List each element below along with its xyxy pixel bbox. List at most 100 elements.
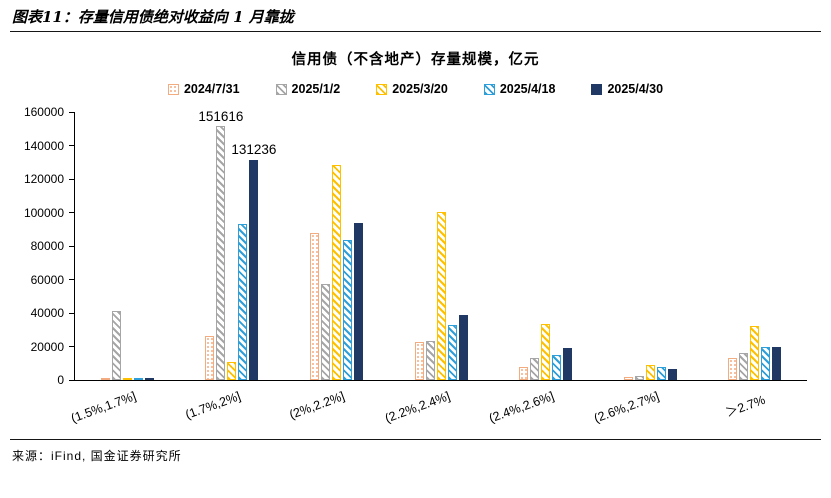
legend-swatch-icon bbox=[275, 83, 287, 95]
bar-series-2024-7-31 bbox=[414, 342, 424, 380]
y-tick-label: 120000 bbox=[23, 172, 64, 186]
y-tick-mark bbox=[69, 145, 75, 146]
y-tick-label: 40000 bbox=[30, 306, 64, 320]
legend-item: 2025/4/30 bbox=[591, 82, 663, 96]
chart-legend: 2024/7/31 2025/1/2 2025/3/20 2025/4/18 2025/… bbox=[10, 82, 821, 96]
header-divider bbox=[10, 31, 821, 32]
y-axis-labels: 0 20000 40000 60000 80000 100000 120000 140000 1… bbox=[10, 105, 74, 387]
legend-swatch-icon bbox=[483, 83, 495, 95]
y-tick-mark bbox=[69, 178, 75, 180]
y-tick-label: 20000 bbox=[30, 339, 64, 354]
figure-header: 图表11：存量信用债绝对收益向 1 月靠拢 bbox=[10, 6, 821, 28]
bar-series-2024-7-31 bbox=[309, 233, 319, 380]
bar-series-2024-7-31 bbox=[623, 376, 633, 380]
y-tick-label: 60000 bbox=[30, 272, 64, 287]
bar-series-2024-7-31 bbox=[205, 335, 215, 380]
bar-series-2025-4-18 bbox=[761, 347, 771, 380]
bar-series-2025-1-2 bbox=[320, 283, 330, 380]
x-label-slot: ＞2.7% bbox=[702, 381, 807, 437]
y-tick-label: 160000 bbox=[23, 105, 64, 119]
x-tick-label: (1.5%,1.7%] bbox=[68, 389, 138, 426]
x-tick-label: ＞2.7% bbox=[723, 392, 768, 420]
bar-series-2025-4-18 bbox=[447, 324, 457, 380]
bar-series-2025-4-30 bbox=[353, 222, 363, 380]
bar-group bbox=[598, 112, 703, 380]
bar-series-2025-4-30: 131236 bbox=[231, 142, 276, 380]
plot-area: 151616 131236 bbox=[69, 109, 807, 381]
y-tick-mark bbox=[69, 111, 75, 113]
legend-item: 2025/3/20 bbox=[376, 82, 448, 96]
y-tick-mark bbox=[69, 212, 75, 213]
x-tick-label: (2.4%,2.6%] bbox=[487, 389, 557, 426]
x-tick-label: (2.6%,2.7%] bbox=[592, 389, 662, 426]
x-label-slot: (1.5%,1.7%] bbox=[69, 381, 179, 437]
bar-groups: 151616 131236 bbox=[75, 109, 807, 380]
x-tick-label: (1.7%,2%] bbox=[183, 389, 243, 422]
bar-series-2025-1-2 bbox=[634, 375, 644, 380]
y-tick-mark bbox=[69, 245, 75, 247]
bar-series-2025-4-18 bbox=[342, 240, 352, 380]
plot-row: 0 20000 40000 60000 80000 100000 120000 140000 1… bbox=[10, 105, 821, 387]
x-label-slot: (2%,2.2%] bbox=[283, 381, 388, 437]
bar-value-label: 151616 bbox=[198, 109, 244, 125]
legend-item: 2025/1/2 bbox=[275, 82, 341, 96]
bar-series-2025-3-20 bbox=[750, 325, 760, 380]
bar-value-label: 131236 bbox=[231, 142, 277, 158]
y-tick-label: 100000 bbox=[23, 205, 64, 220]
figure-title: 图表11：存量信用债绝对收益向 1 月靠拢 bbox=[12, 8, 294, 26]
bar-series-2025-1-2 bbox=[530, 358, 540, 380]
bar-series-2025-4-30 bbox=[144, 377, 154, 380]
bar-series-2024-7-31 bbox=[728, 358, 738, 380]
footer-divider bbox=[10, 439, 821, 440]
bar-group bbox=[389, 112, 494, 380]
bar-series-2025-1-2 bbox=[739, 353, 749, 380]
bar-series-2025-4-18 bbox=[133, 378, 143, 380]
legend-label: 2025/1/2 bbox=[291, 82, 341, 96]
legend-label: 2025/4/30 bbox=[607, 82, 664, 96]
y-tick-mark bbox=[69, 312, 75, 314]
bar-series-2025-4-18 bbox=[656, 367, 666, 380]
legend-label: 2024/7/31 bbox=[183, 82, 240, 96]
x-label-slot: (2.2%,2.4%] bbox=[383, 381, 493, 437]
x-tick-label: (2%,2.2%] bbox=[287, 389, 347, 422]
x-axis-labels: (1.5%,1.7%] (1.7%,2%] (2%,2.2%] (2.2%,2.4%]… bbox=[69, 381, 807, 437]
legend-swatch-icon bbox=[167, 83, 179, 95]
y-tick-mark bbox=[69, 279, 75, 280]
legend-label: 2025/4/18 bbox=[499, 82, 556, 96]
bar-series-2024-7-31 bbox=[519, 366, 529, 380]
legend-label: 2025/3/20 bbox=[392, 82, 448, 96]
bar-group: 151616 131236 bbox=[180, 109, 285, 380]
bar-series-2025-4-30 bbox=[458, 314, 468, 380]
bar-series-2025-4-30 bbox=[772, 346, 782, 380]
chart-title: 信用债（不含地产）存量规模，亿元 bbox=[291, 52, 540, 68]
bar-series-2024-7-31 bbox=[100, 378, 110, 380]
bar-group bbox=[75, 112, 180, 380]
bar-series-2025-4-30 bbox=[563, 348, 573, 380]
bar-series-2025-3-20 bbox=[645, 364, 655, 380]
legend-item: 2024/7/31 bbox=[167, 82, 240, 96]
y-tick-mark bbox=[69, 346, 75, 347]
bar-series-2025-4-18 bbox=[552, 354, 562, 380]
bar-group bbox=[493, 112, 598, 380]
x-label-slot: (1.7%,2%] bbox=[179, 381, 284, 437]
bar-chart: 信用债（不含地产）存量规模，亿元 2024/7/31 2025/1/2 2025/3… bbox=[10, 48, 821, 437]
bar-series-2025-3-20 bbox=[331, 164, 341, 380]
bar-series-2025-4-18 bbox=[238, 224, 248, 380]
bar-series-2025-3-20 bbox=[541, 323, 551, 380]
bar-series-2025-3-20 bbox=[227, 362, 237, 380]
x-tick-label: (2.2%,2.4%] bbox=[382, 389, 452, 426]
legend-swatch-icon bbox=[591, 83, 603, 95]
bar-group bbox=[702, 112, 807, 380]
y-tick-label: 80000 bbox=[30, 239, 64, 253]
bar-group bbox=[284, 112, 389, 380]
bar-series-2025-4-30 bbox=[667, 369, 677, 380]
bar-series-2025-1-2: 151616 bbox=[198, 109, 243, 380]
bar-series-2025-1-2 bbox=[111, 311, 121, 380]
bar-series-2025-3-20 bbox=[436, 211, 446, 380]
x-label-slot: (2.6%,2.7%] bbox=[592, 381, 703, 437]
legend-item: 2025/4/18 bbox=[483, 82, 556, 96]
source-note: 来源：iFind, 国金证券研究所 bbox=[12, 449, 182, 463]
legend-swatch-icon bbox=[376, 83, 388, 95]
bar-series-2025-1-2 bbox=[425, 340, 435, 380]
